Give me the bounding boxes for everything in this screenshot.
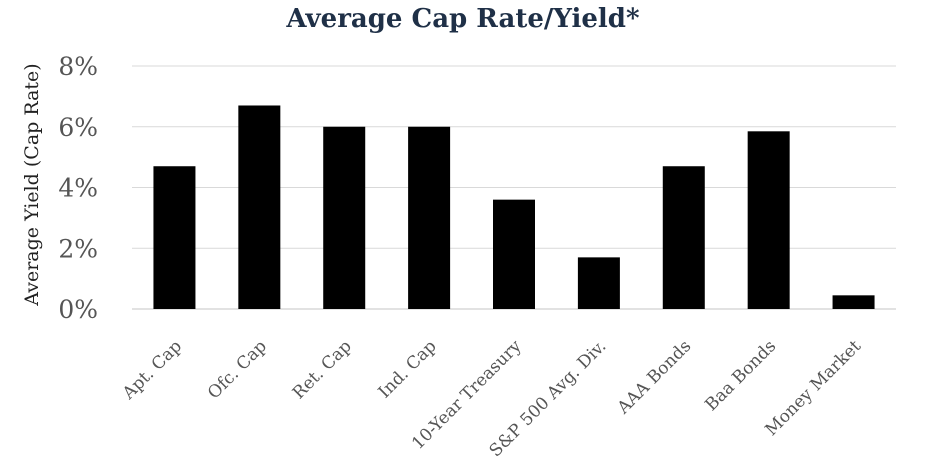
x-category-label: Ind. Cap	[375, 336, 441, 402]
y-tick-label: 8%	[58, 52, 98, 81]
x-category-labels: Apt. Cap Ofc. Cap Ret. Cap Ind. Cap10-Year …	[118, 336, 865, 461]
x-category-label: Apt. Cap	[118, 336, 186, 404]
bar	[238, 105, 281, 309]
bar	[662, 166, 705, 309]
bar	[832, 295, 875, 309]
x-category-label: Ofc. Cap	[204, 336, 271, 403]
bars	[153, 105, 875, 309]
y-tick-label: 2%	[58, 234, 98, 263]
bar	[408, 126, 451, 309]
y-tick-label: 4%	[58, 174, 98, 203]
y-tick-labels: 0% 2% 4% 6% 8%	[58, 52, 98, 324]
x-category-label: Baa Bonds	[701, 336, 780, 415]
y-tick-label: 0%	[58, 295, 98, 324]
x-category-label: Ret. Cap	[289, 336, 356, 403]
bar	[747, 131, 790, 309]
bar	[153, 166, 196, 309]
bar	[493, 199, 535, 309]
bar	[323, 126, 366, 309]
y-tick-label: 6%	[58, 113, 98, 142]
chart-title: Average Cap Rate/Yield*	[286, 4, 640, 34]
y-axis-title: Average Yield (Cap Rate)	[21, 63, 43, 306]
bar	[577, 257, 620, 309]
x-category-label: AAA Bonds	[613, 336, 695, 418]
